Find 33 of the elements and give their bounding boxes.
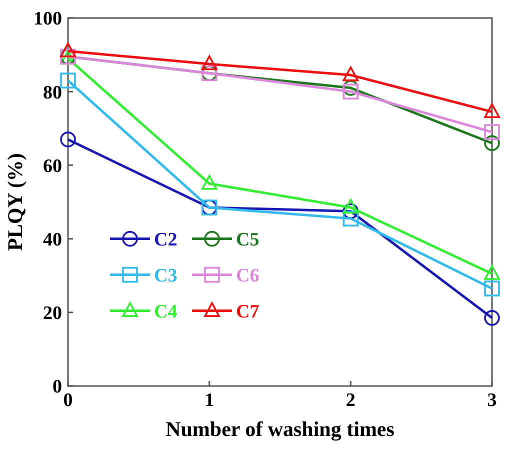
point	[342, 66, 359, 82]
point	[60, 72, 76, 88]
y-tick-label: 40	[43, 229, 62, 250]
point	[484, 103, 500, 118]
legend-label: C2	[154, 229, 178, 250]
point	[201, 55, 218, 70]
point	[60, 132, 76, 148]
point	[201, 175, 218, 190]
x-tick-label: 2	[346, 390, 356, 411]
x-axis-title: Number of washing times	[166, 417, 394, 441]
legend-label: C5	[236, 229, 260, 250]
point	[342, 80, 359, 96]
y-tick-label: 0	[52, 376, 62, 398]
legend-label: C3	[154, 265, 178, 286]
point	[342, 210, 359, 226]
y-tick-label: 60	[43, 156, 62, 177]
point	[484, 310, 500, 326]
y-tick-label: 100	[34, 8, 62, 30]
y-tick-label: 80	[43, 82, 62, 104]
point	[484, 124, 500, 140]
point	[484, 280, 500, 296]
point	[342, 84, 359, 100]
x-tick-label: 1	[204, 390, 214, 411]
point	[484, 265, 500, 280]
y-tick-label: 20	[43, 303, 62, 324]
point	[60, 42, 76, 58]
point	[484, 135, 500, 152]
legend-label: C6	[236, 265, 260, 286]
legend-label: C4	[154, 301, 178, 322]
point	[342, 198, 359, 214]
x-tick-label: 3	[487, 390, 497, 411]
legend-label: C7	[236, 301, 260, 322]
y-axis-title: PLQY (%)	[3, 153, 27, 251]
